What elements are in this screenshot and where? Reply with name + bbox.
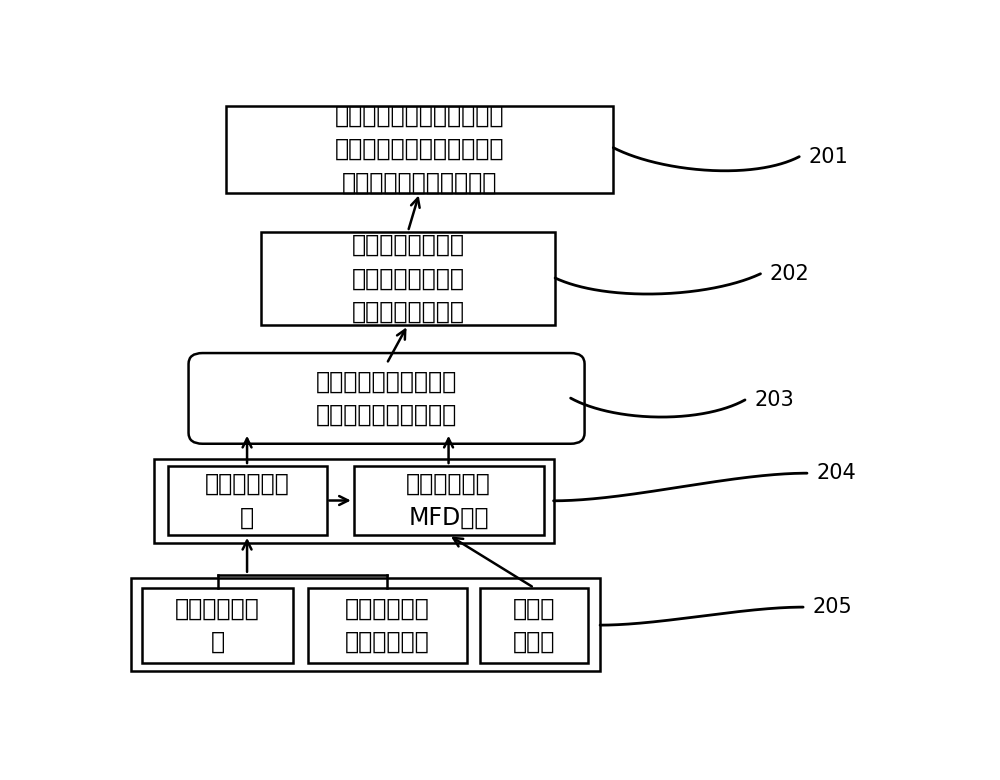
FancyBboxPatch shape — [261, 232, 555, 324]
Text: 202: 202 — [770, 264, 810, 284]
Text: 加载交
通流量: 加载交 通流量 — [513, 597, 555, 654]
Bar — [154, 459, 554, 543]
FancyBboxPatch shape — [480, 588, 588, 663]
Text: 交通子区的划
分: 交通子区的划 分 — [205, 472, 289, 530]
Text: 路网的网络结
构: 路网的网络结 构 — [175, 597, 260, 654]
FancyBboxPatch shape — [354, 466, 544, 535]
FancyBboxPatch shape — [168, 466, 326, 535]
FancyBboxPatch shape — [189, 353, 585, 444]
Text: 不同子区自身
MFD属性: 不同子区自身 MFD属性 — [406, 472, 491, 530]
Text: 201: 201 — [809, 147, 848, 167]
Text: 203: 203 — [754, 390, 794, 410]
Text: 容纳核心区溢出车
辆数的交通小区自
身的路网平均密度: 容纳核心区溢出车 辆数的交通小区自 身的路网平均密度 — [351, 232, 464, 324]
Text: 得到不同子区的关键交
通密度，并得到其差值: 得到不同子区的关键交 通密度，并得到其差值 — [316, 370, 457, 427]
FancyBboxPatch shape — [308, 588, 467, 663]
Text: 205: 205 — [812, 597, 852, 617]
FancyBboxPatch shape — [142, 588, 293, 663]
Text: 204: 204 — [816, 463, 856, 483]
FancyBboxPatch shape — [226, 105, 613, 193]
Text: 使得核心区域与邻近区域交
通密度趋于一致时的邻近区
域可增加的车辆容纳能力: 使得核心区域与邻近区域交 通密度趋于一致时的邻近区 域可增加的车辆容纳能力 — [335, 104, 504, 195]
Bar — [131, 578, 600, 672]
Text: 路网中的重要
路段，交叉口: 路网中的重要 路段，交叉口 — [345, 597, 430, 654]
